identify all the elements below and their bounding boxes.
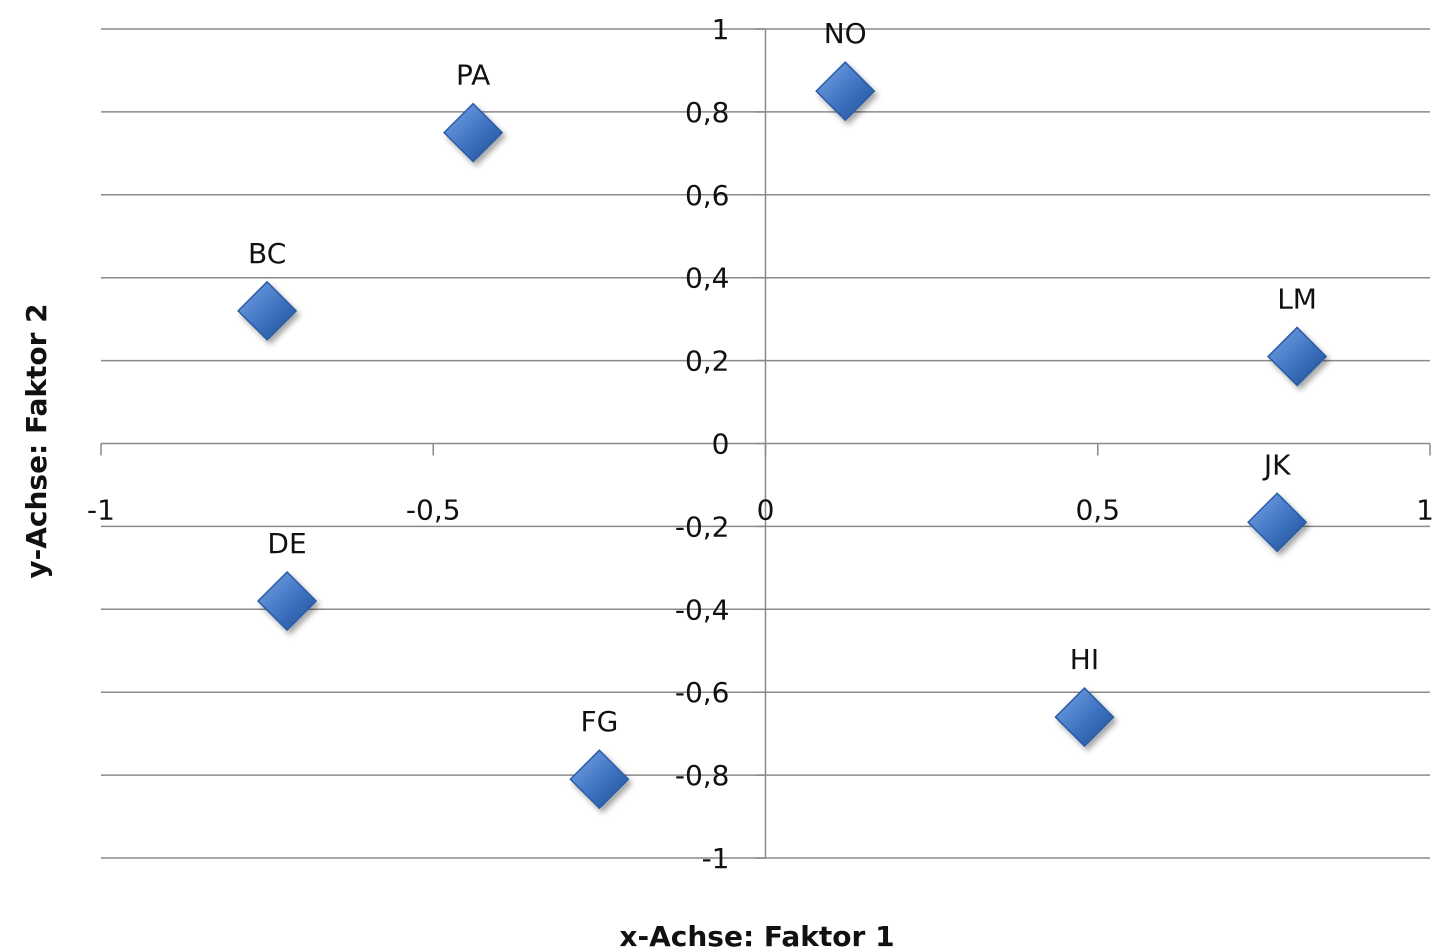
data-label: PA [456, 59, 490, 92]
x-tick-label: 1 [1416, 494, 1432, 527]
data-label: JK [1262, 448, 1291, 481]
x-tick-labels: -1 -0,5 0 0,5 1 [87, 494, 1432, 527]
data-point-fg [569, 749, 630, 810]
axes [100, 28, 1431, 859]
data-points: NO PA BC LM JK DE HI FG [237, 17, 1328, 810]
y-tick-label: -1 [702, 842, 730, 875]
data-label: HI [1070, 643, 1099, 676]
y-tick-label: 0,4 [685, 262, 730, 295]
y-tick-label: -0,6 [675, 676, 730, 709]
y-tick-label: 0 [712, 428, 730, 461]
data-label: LM [1277, 282, 1317, 315]
data-label: NO [824, 17, 867, 50]
x-axis-title: x-Achse: Faktor 1 [619, 920, 894, 949]
y-tick-label: 0,6 [685, 179, 730, 212]
y-tick-label: -0,4 [675, 593, 730, 626]
data-label: DE [267, 527, 306, 560]
y-tick-label: 0,2 [685, 345, 730, 378]
data-point-de [256, 570, 318, 632]
y-tick-label: -0,8 [675, 759, 730, 792]
x-tick-label: -1 [87, 494, 115, 527]
y-tick-label: 0,8 [685, 96, 730, 129]
data-label: FG [580, 705, 618, 738]
y-tick-label: -0,2 [675, 510, 730, 543]
y-axis-title: y-Achse: Faktor 2 [20, 303, 53, 578]
data-label: BC [248, 237, 286, 270]
data-point-bc [237, 280, 298, 341]
data-point-hi [1054, 687, 1115, 748]
x-tick-label: -0,5 [406, 494, 461, 527]
data-point-jk [1247, 492, 1308, 553]
data-point-pa [443, 102, 504, 163]
data-point-lm [1267, 326, 1328, 387]
y-tick-labels: 1 0,8 0,6 0,4 0,2 0 -0,2 -0,4 -0,6 -0,8 -1 [675, 13, 730, 875]
x-tick-label: 0 [757, 494, 775, 527]
data-point-no [815, 61, 876, 122]
x-tick-label: 0,5 [1075, 494, 1120, 527]
y-tick-label: 1 [712, 13, 730, 46]
